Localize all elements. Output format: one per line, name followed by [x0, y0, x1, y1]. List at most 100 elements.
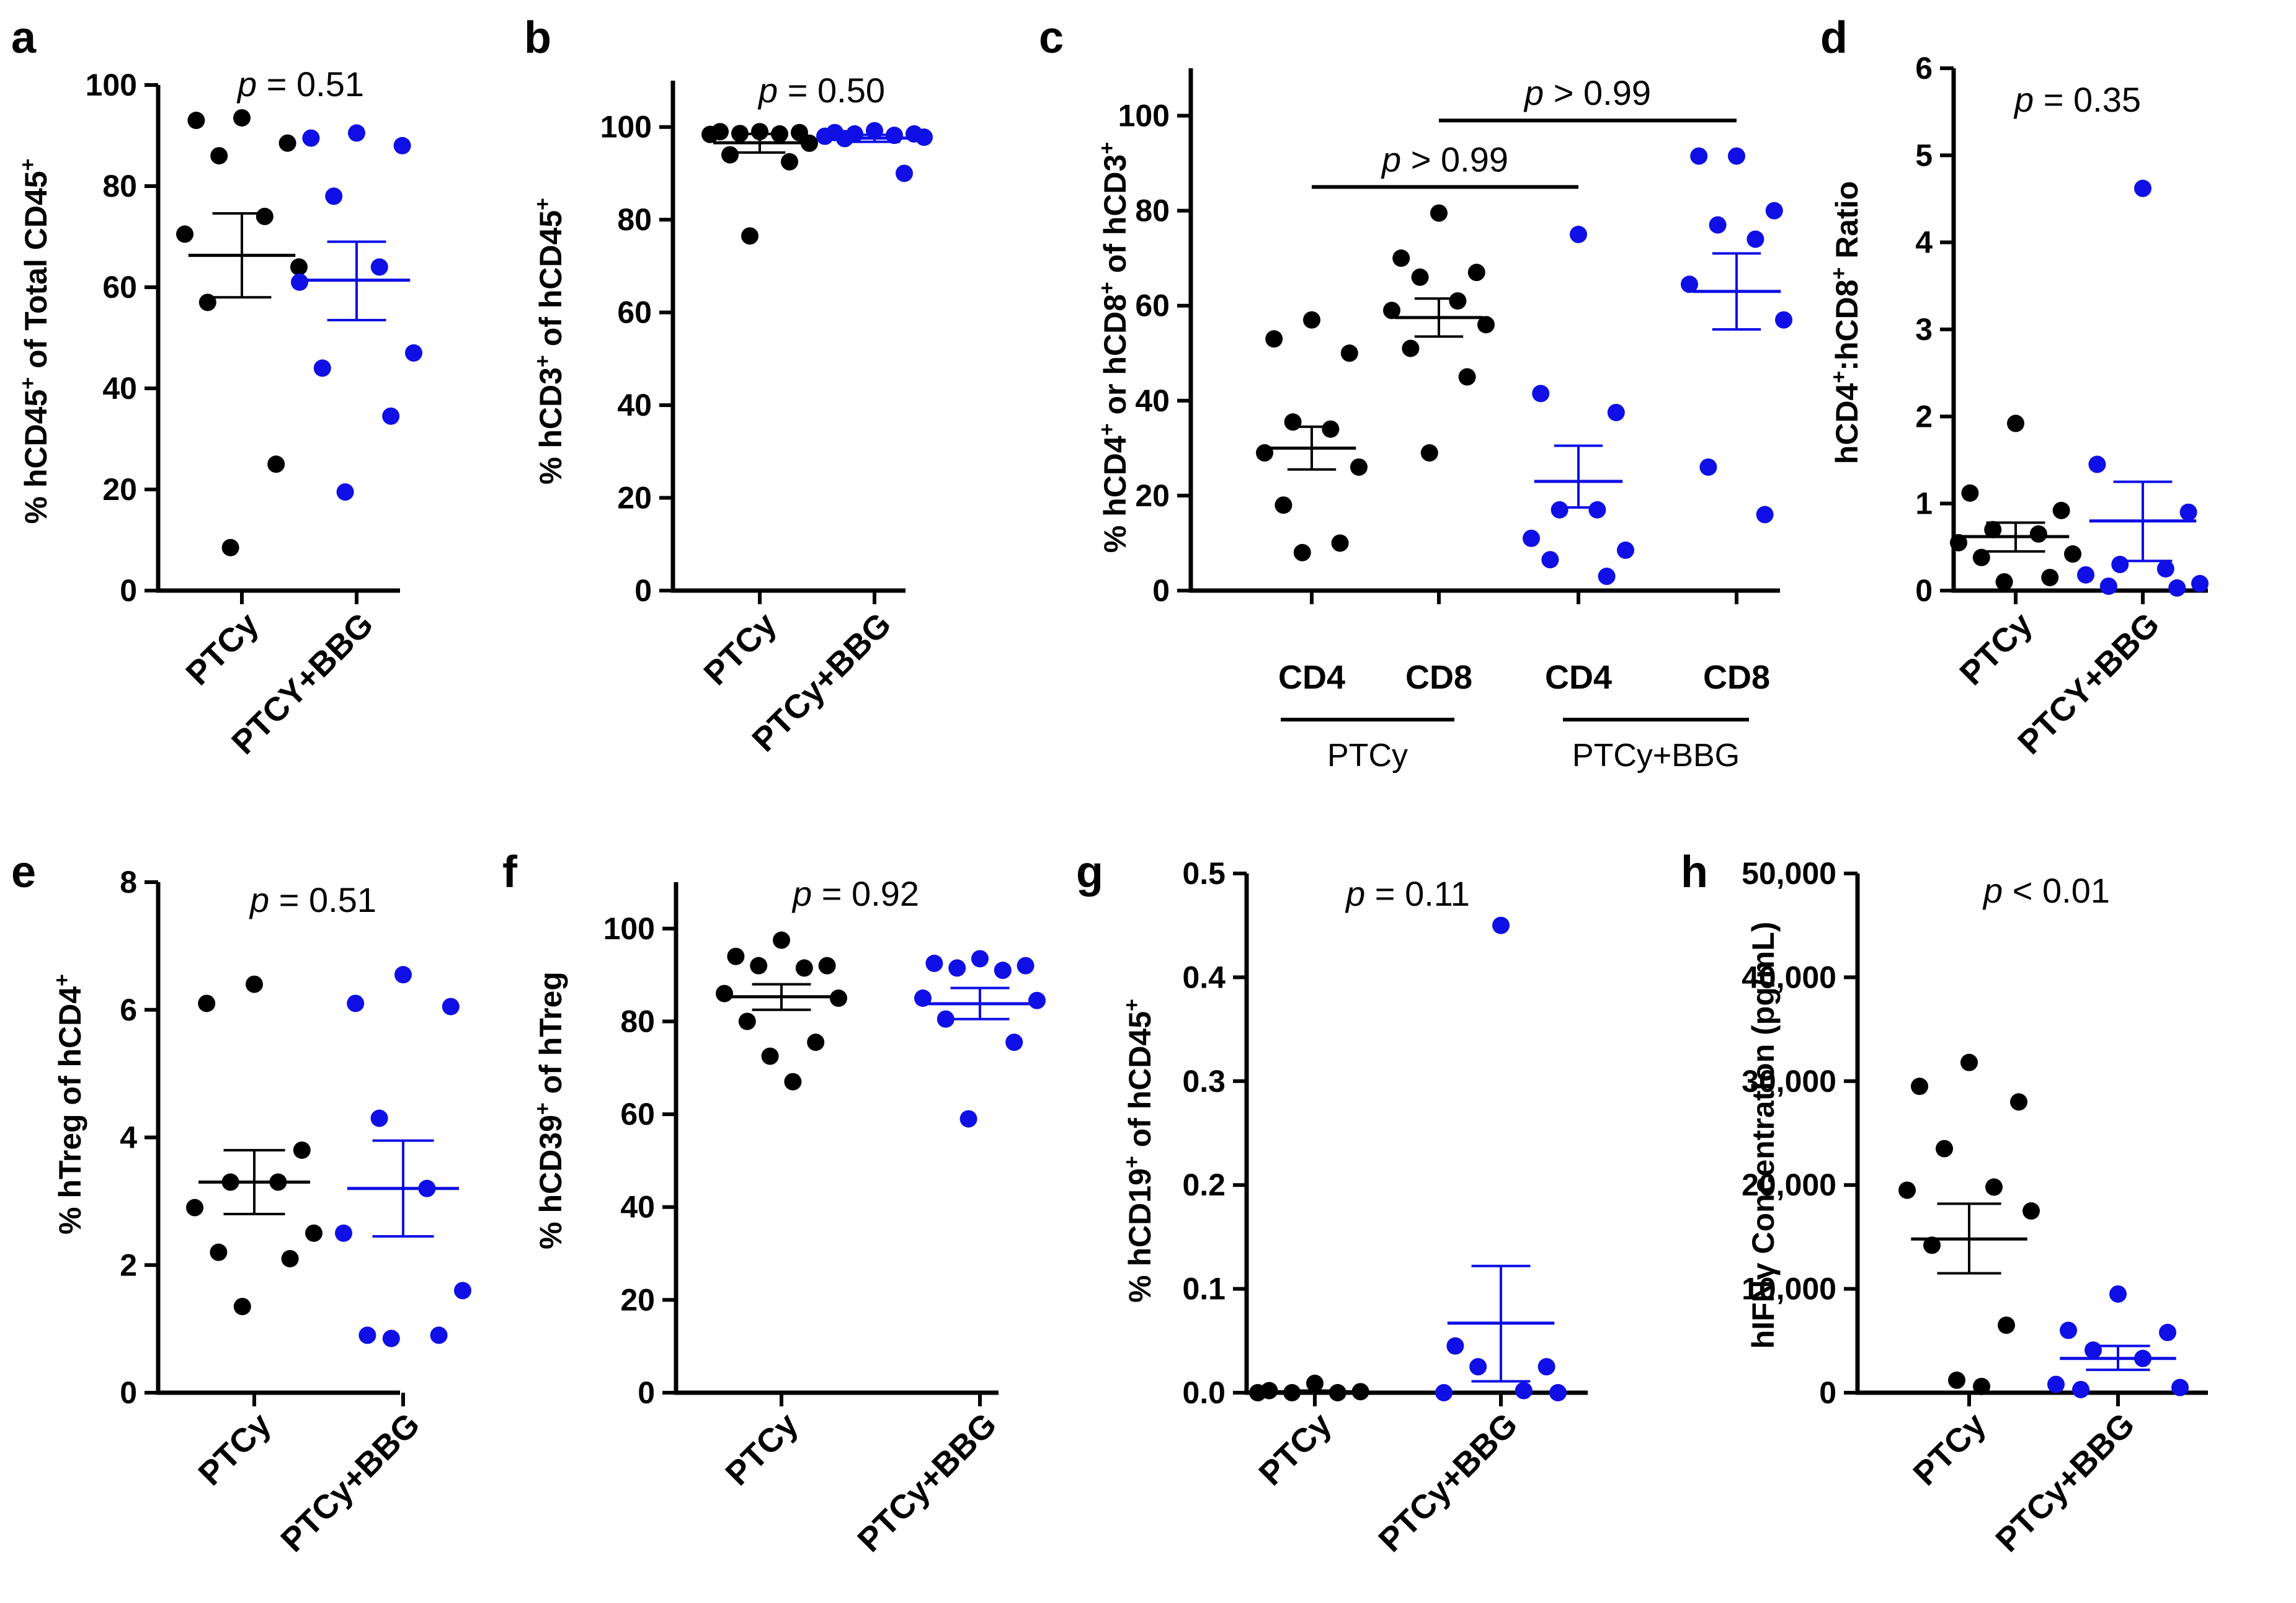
panel-f: f 0 20 40 60 80 100 % hCD39+ of hTreg PTCy PTCy+B… [502, 847, 1046, 1559]
data-point [1681, 275, 1698, 293]
y-tick-label: 60 [1135, 288, 1170, 323]
y-tick-label: 60 [102, 270, 137, 305]
y-axis-label: % hCD3+ of hCD45+ [531, 198, 568, 484]
data-point [302, 129, 320, 147]
data-point [784, 1073, 802, 1091]
data-point [2077, 566, 2094, 584]
data-point [1973, 1377, 1990, 1395]
y-tick-label: 100 [86, 68, 137, 102]
data-point [830, 989, 847, 1007]
p-value: p = 0.51 [236, 65, 364, 104]
data-point [1265, 330, 1283, 348]
data-point [1430, 204, 1448, 222]
data-point [896, 164, 913, 182]
y-axis-label: % hCD45+ of Total CD45+ [16, 159, 53, 524]
data-point [442, 998, 460, 1016]
panel-letter: f [502, 847, 518, 897]
data-point [233, 1298, 251, 1316]
x-category-label: CD4 [1545, 659, 1612, 696]
data-point [347, 994, 365, 1012]
group-label: PTCy+BBG [1572, 738, 1740, 774]
data-point [937, 1010, 954, 1028]
data-point [1775, 311, 1792, 329]
data-point [1765, 202, 1783, 220]
panel-letter: d [1820, 13, 1848, 63]
data-point [1449, 292, 1467, 310]
data-point [1551, 501, 1568, 519]
x-category-label: CD4 [1278, 659, 1345, 696]
y-tick-label: 20 [620, 1282, 655, 1317]
p-value: p = 0.35 [2013, 80, 2141, 119]
axis-lines [674, 882, 999, 1395]
y-tick-label: 0 [1819, 1375, 1836, 1410]
y-tick-label: 40 [620, 1190, 655, 1225]
y-tick-label: 6 [1915, 51, 1933, 86]
data-point [1411, 268, 1429, 286]
data-point [948, 959, 966, 977]
p-value: p < 0.01 [1982, 871, 2110, 910]
data-point [1690, 147, 1708, 165]
data-point [305, 1224, 323, 1242]
y-tick-label: 0.1 [1182, 1272, 1226, 1306]
data-point [2171, 1378, 2189, 1396]
data-point [1972, 548, 1990, 566]
data-point [256, 207, 274, 225]
data-point [1948, 1371, 1965, 1389]
data-point [1322, 420, 1340, 438]
data-point [2111, 555, 2129, 573]
data-point [405, 344, 422, 362]
y-tick-label: 10,000 [1742, 1272, 1836, 1306]
panel-h: h 0 10,000 20,000 30,000 40,000 50,000 hIFNγ Co… [1681, 847, 2208, 1559]
data-point [1293, 543, 1311, 561]
y-tick-label: 0 [634, 573, 652, 608]
panel-a: a 0 20 40 60 80 100 % hCD45+ of Total CD45+ PTCy… [11, 13, 422, 761]
data-point [2047, 1375, 2065, 1393]
y-tick-label: 20 [617, 481, 652, 516]
data-point [2168, 579, 2186, 597]
panel-letter: h [1681, 847, 1708, 897]
data-point [198, 994, 216, 1012]
y-tick-label: 80 [102, 169, 137, 203]
y-axis-label: % hTreg of hCD4+ [50, 974, 87, 1235]
data-point [1960, 1053, 1978, 1071]
panel-letter: a [11, 13, 37, 63]
y-tick-label: 6 [120, 993, 137, 1027]
y-tick-label: 80 [1135, 194, 1170, 228]
data-point [818, 957, 836, 975]
data-point [1950, 534, 1967, 551]
y-tick-label: 2 [120, 1248, 137, 1282]
data-point [2060, 1321, 2077, 1339]
y-tick-label: 0 [120, 573, 137, 608]
y-tick-label: 0.0 [1182, 1375, 1226, 1410]
data-point [2109, 1285, 2127, 1303]
data-point [773, 931, 790, 949]
data-point [1515, 1382, 1533, 1400]
panel-letter: e [11, 847, 36, 897]
y-tick-label: 0 [1915, 573, 1933, 608]
y-axis-label: % hCD4+ or hCD8+ of hCD3+ [1095, 142, 1132, 553]
y-axis-label: hCD4+:hCD8+ Ratio [1827, 181, 1864, 464]
data-point [741, 227, 759, 245]
y-tick-label: 50,000 [1742, 856, 1836, 891]
y-tick-label: 30,000 [1742, 1064, 1836, 1099]
y-tick-label: 0.3 [1182, 1064, 1226, 1099]
y-tick-label: 0.4 [1182, 960, 1226, 994]
data-point [358, 1326, 376, 1344]
comparison-p-value: p > 0.99 [1523, 73, 1651, 112]
data-point [1746, 230, 1764, 248]
x-category-label: PTCy [718, 1406, 805, 1493]
data-point [751, 123, 768, 141]
axis-lines [1244, 873, 1588, 1395]
data-point [430, 1326, 448, 1344]
data-point [721, 146, 739, 164]
data-point [1458, 368, 1476, 386]
data-point [1607, 403, 1625, 421]
data-point [801, 134, 818, 152]
data-point [1570, 225, 1587, 243]
p-value: p = 0.51 [249, 880, 376, 919]
data-point [1306, 1374, 1324, 1392]
data-point [1477, 316, 1495, 334]
data-point [1392, 249, 1410, 267]
